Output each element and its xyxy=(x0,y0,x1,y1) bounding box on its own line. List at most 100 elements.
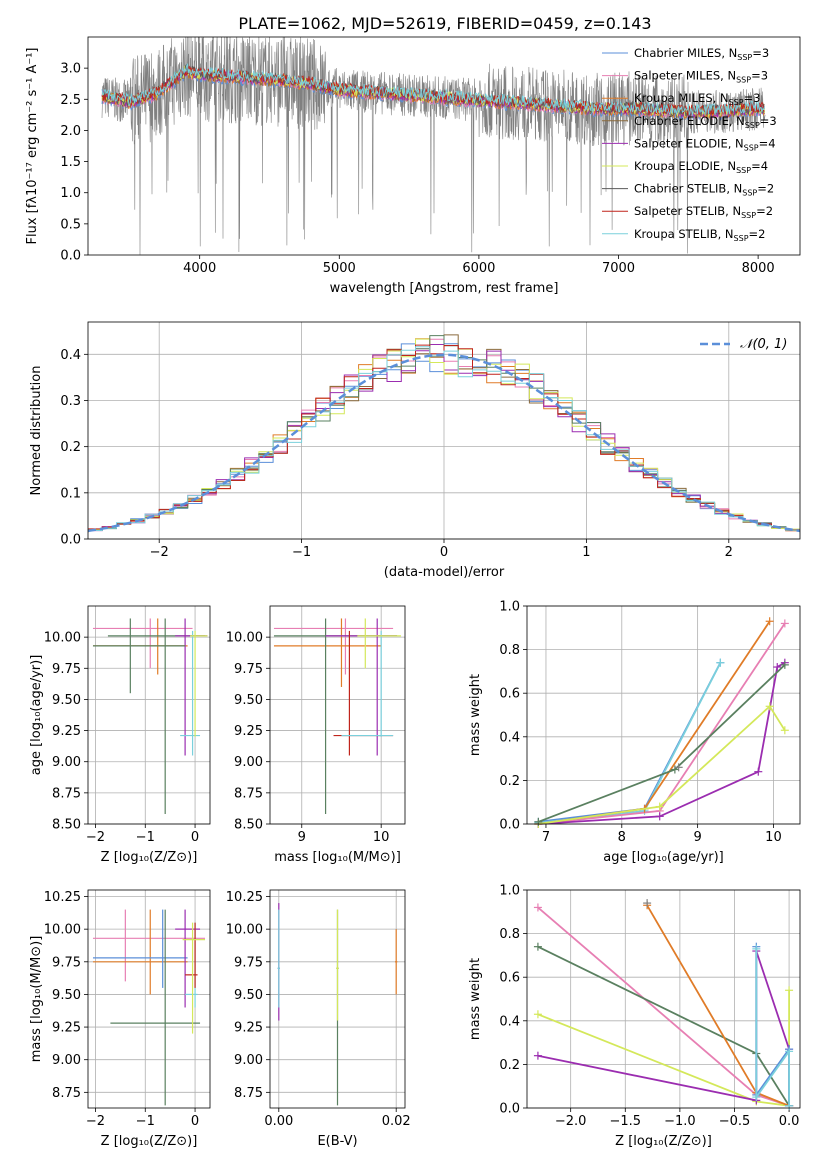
y-tick-label: 9.75 xyxy=(234,662,263,677)
x-tick-label: −2 xyxy=(86,830,105,845)
y-tick-label: 10.25 xyxy=(44,890,81,905)
x-tick-label: −1 xyxy=(136,830,155,845)
y-tick-label: 0.3 xyxy=(60,394,81,409)
legend-entry: Salpeter MILES, NSSP=3 xyxy=(634,69,768,85)
x-tick-label: 9 xyxy=(693,830,701,845)
x-tick-label: −2 xyxy=(150,545,169,560)
x-tick-label: 8000 xyxy=(742,261,775,276)
x-tick-label: −1.0 xyxy=(664,1114,696,1129)
y-tick-label: 10.00 xyxy=(226,923,263,938)
y-tick-label: 0.4 xyxy=(499,730,520,745)
y-tick-label: 0.4 xyxy=(499,1014,520,1029)
series-line xyxy=(538,662,722,823)
legend-entry: Salpeter STELIB, NSSP=2 xyxy=(634,204,773,220)
y-tick-label: 9.00 xyxy=(52,1053,81,1068)
x-tick-label: 0.02 xyxy=(382,1114,411,1129)
x-tick-label: 5000 xyxy=(323,261,356,276)
x-tick-label: −1.5 xyxy=(609,1114,641,1129)
y-tick-label: 1.0 xyxy=(499,600,520,615)
y-tick-label: 10.00 xyxy=(44,631,81,646)
y-tick-label: 2.5 xyxy=(60,93,81,108)
y-tick-label: 0.0 xyxy=(499,818,520,833)
y-tick-label: 0.0 xyxy=(60,533,81,548)
y-tick-label: 8.50 xyxy=(234,818,263,833)
x-axis-label: E(B-V) xyxy=(317,1134,357,1149)
y-tick-label: 9.25 xyxy=(234,724,263,739)
x-axis-label: mass [log₁₀(M/M⊙)] xyxy=(274,850,401,865)
y-tick-label: 9.50 xyxy=(234,693,263,708)
x-tick-label: 7000 xyxy=(602,261,635,276)
y-tick-label: 10.00 xyxy=(44,923,81,938)
x-tick-label: −1 xyxy=(292,545,311,560)
legend-entry: Chabrier ELODIE, NSSP=3 xyxy=(634,114,777,130)
y-tick-label: 10.00 xyxy=(226,631,263,646)
y-tick-label: 0.2 xyxy=(499,774,520,789)
x-tick-label: −0.5 xyxy=(719,1114,751,1129)
y-tick-label: 0.6 xyxy=(499,687,520,702)
x-tick-label: 10 xyxy=(373,830,390,845)
axes-frame xyxy=(269,605,406,825)
y-tick-label: 0.5 xyxy=(60,217,81,232)
model-spectrum-line xyxy=(101,63,765,116)
massweight_vs_age-panel: 7 8 9 10 0.0 0.2 0.4 0.6 0.8 1.0 age [log₁₀(age/yr… xyxy=(468,600,801,865)
y-tick-label: 0.2 xyxy=(499,1058,520,1073)
x-axis-label: wavelength [Angstrom, rest frame] xyxy=(330,281,559,296)
axes-frame xyxy=(87,321,801,540)
x-tick-label: 0.0 xyxy=(779,1114,800,1129)
x-axis-label: age [log₁₀(age/yr)] xyxy=(603,850,724,865)
x-tick-label: 1 xyxy=(582,545,590,560)
x-axis-label: Z [log₁₀(Z/Z⊙)] xyxy=(101,850,198,865)
legend-entry: 𝒩(0, 1) xyxy=(740,337,787,352)
y-tick-label: 9.25 xyxy=(234,1021,263,1036)
mass_vs_ebv-panel: 0.00 0.02 8.75 9.00 9.25 9.50 9.75 10.00 10.25 E(… xyxy=(226,889,411,1149)
y-tick-label: 0.0 xyxy=(499,1102,520,1117)
y-tick-label: 8.75 xyxy=(234,786,263,801)
series-line xyxy=(538,704,786,825)
x-tick-label: 8 xyxy=(618,830,626,845)
x-tick-label: 0 xyxy=(191,830,199,845)
y-tick-label: 2.0 xyxy=(60,124,81,139)
figure-title: PLATE=1062, MJD=52619, FIBERID=0459, z=0… xyxy=(238,14,651,33)
x-tick-label: 0 xyxy=(440,545,448,560)
model-spectrum-line xyxy=(101,63,765,117)
legend-entry: Kroupa STELIB, NSSP=2 xyxy=(634,227,765,243)
x-tick-label: −2.0 xyxy=(555,1114,587,1129)
age_vs_Z-panel: −2 −1 0 8.50 8.75 9.00 9.25 9.50 9.75 10.00 Z [log… xyxy=(29,605,211,865)
y-tick-label: 0.1 xyxy=(60,486,81,501)
y-tick-label: 8.75 xyxy=(52,1086,81,1101)
x-tick-label: 7 xyxy=(542,830,550,845)
y-tick-label: 9.25 xyxy=(52,1021,81,1036)
series-line xyxy=(538,661,786,825)
x-tick-label: 2 xyxy=(725,545,733,560)
x-tick-label: 9 xyxy=(298,830,306,845)
age_vs_mass-panel: 9 10 8.50 8.75 9.00 9.25 9.50 9.75 10.00 mass [lo… xyxy=(226,605,406,865)
y-tick-label: 9.50 xyxy=(52,693,81,708)
y-tick-label: 9.50 xyxy=(52,988,81,1003)
legend-entry: Salpeter ELODIE, NSSP=4 xyxy=(634,136,776,152)
y-tick-label: 8.75 xyxy=(52,786,81,801)
mass_vs_Z-panel: −2 −1 0 8.75 9.00 9.25 9.50 9.75 10.00 10.25 Z [lo… xyxy=(29,889,211,1149)
y-tick-label: 0.2 xyxy=(60,440,81,455)
residuals-panel: −2 −1 0 1 2 0.0 0.1 0.2 0.3 0.4 (data-model)/error… xyxy=(29,321,801,580)
y-axis-label: mass weight xyxy=(468,674,483,756)
y-axis-label: mass [log₁₀(M/M⊙)] xyxy=(29,936,44,1063)
y-tick-label: 1.5 xyxy=(60,155,81,170)
y-tick-label: 1.0 xyxy=(499,884,520,899)
y-tick-label: 8.75 xyxy=(234,1086,263,1101)
y-tick-label: 0.8 xyxy=(499,927,520,942)
axes-frame xyxy=(87,36,801,256)
axes-frame xyxy=(526,605,801,825)
x-tick-label: 0.00 xyxy=(264,1114,293,1129)
residuals-plot xyxy=(88,334,800,534)
y-tick-label: 0.4 xyxy=(60,348,81,363)
x-tick-label: 10 xyxy=(765,830,782,845)
axes-frame xyxy=(87,889,211,1109)
y-axis-label: age [log₁₀(age/yr)] xyxy=(29,655,44,776)
y-tick-label: 9.00 xyxy=(234,1053,263,1068)
series-line xyxy=(537,906,790,1107)
legend-entry: Chabrier MILES, NSSP=3 xyxy=(634,46,769,62)
y-tick-label: 9.25 xyxy=(52,724,81,739)
legend-entry: Kroupa ELODIE, NSSP=4 xyxy=(634,159,768,175)
series-line xyxy=(538,662,722,824)
